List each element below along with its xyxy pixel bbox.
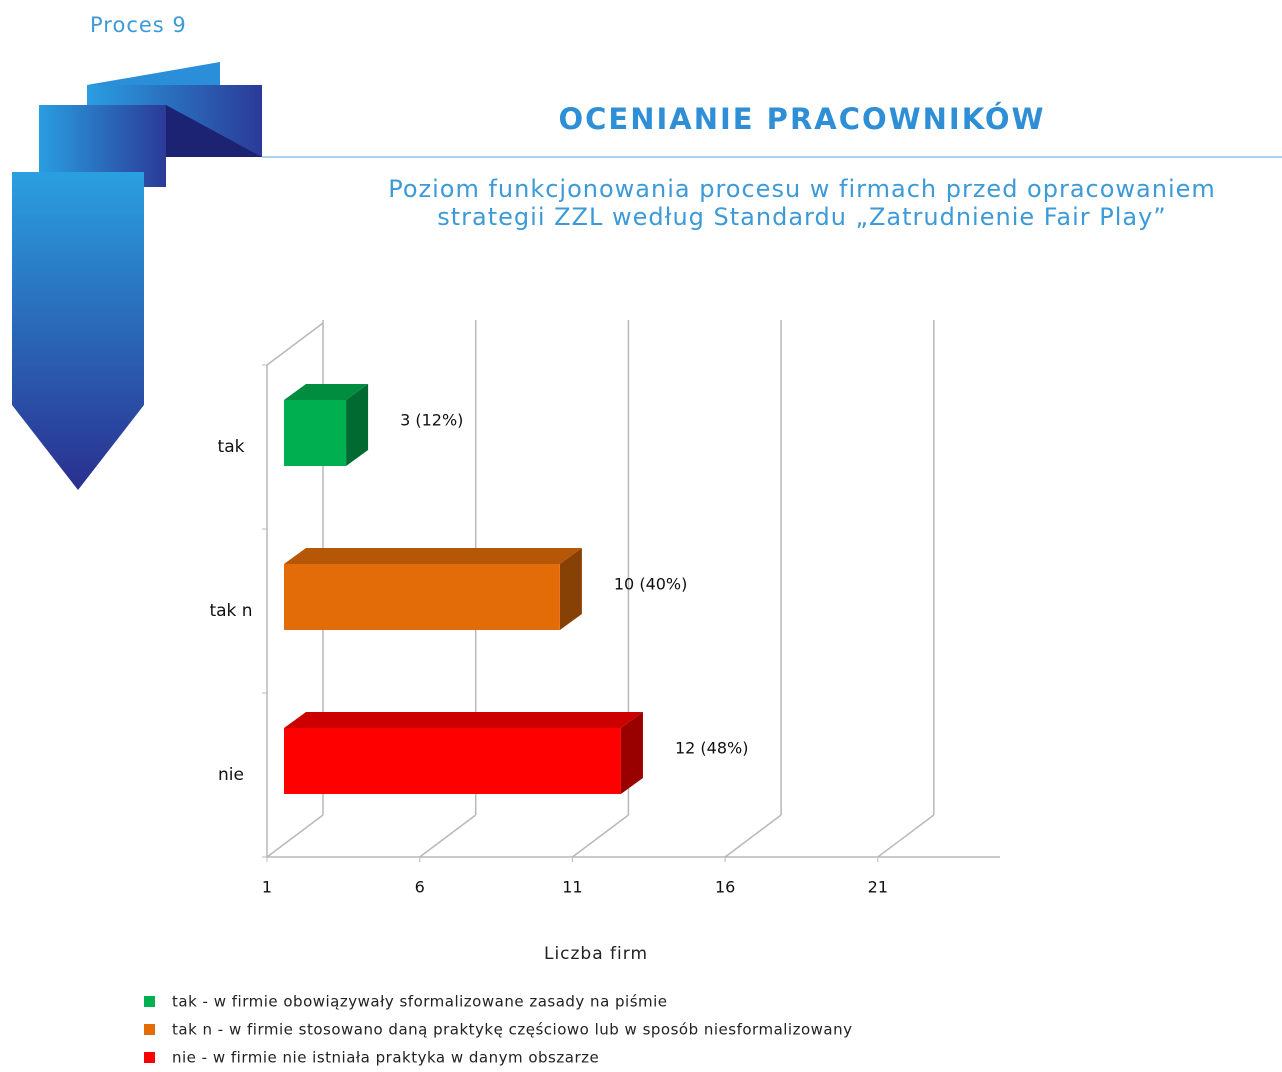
bar-top xyxy=(284,712,643,728)
bar-side xyxy=(346,384,369,466)
legend-label: tak n - w firmie stosowano daną praktykę… xyxy=(172,1021,853,1039)
bar-side xyxy=(559,548,582,630)
x-tick-label: 1 xyxy=(262,878,272,897)
data-label: 12 (48%) xyxy=(675,739,749,758)
bar xyxy=(284,728,621,794)
chart-subtitle: Poziom funkcjonowania procesu w firmach … xyxy=(388,175,1216,203)
x-tick-label: 6 xyxy=(415,878,425,897)
legend-marker xyxy=(144,1052,155,1063)
chart-subtitle: strategii ZZL według Standardu „Zatrudni… xyxy=(437,203,1166,231)
y-tick-label: tak n xyxy=(209,601,252,621)
grid-line xyxy=(419,814,477,858)
legend-label: nie - w firmie nie istniała praktyka w d… xyxy=(172,1049,599,1067)
legend-marker xyxy=(144,996,155,1007)
grid-line xyxy=(266,814,324,858)
ribbon-decoration xyxy=(12,62,262,490)
process-label: Proces 9 xyxy=(90,13,187,37)
grid-line xyxy=(724,814,782,858)
bar-top xyxy=(284,384,369,400)
y-tick-label: tak xyxy=(218,437,245,457)
bar-side xyxy=(620,712,643,794)
bar xyxy=(284,564,560,630)
axis-line xyxy=(266,322,324,366)
legend-marker xyxy=(144,1024,155,1035)
data-label: 10 (40%) xyxy=(614,575,688,594)
page-title: OCENIANIE PRACOWNIKÓW xyxy=(558,102,1045,136)
x-tick-label: 16 xyxy=(715,878,735,897)
x-axis-title: Liczba firm xyxy=(544,944,648,964)
data-label: 3 (12%) xyxy=(400,411,463,430)
y-tick-label: nie xyxy=(218,765,244,785)
bar-top xyxy=(284,548,582,564)
bar xyxy=(284,400,347,466)
grid-line xyxy=(877,814,935,858)
grid-line xyxy=(571,814,629,858)
x-tick-label: 11 xyxy=(562,878,582,897)
x-tick-label: 21 xyxy=(868,878,888,897)
legend-label: tak - w firmie obowiązywały sformalizowa… xyxy=(172,993,668,1011)
